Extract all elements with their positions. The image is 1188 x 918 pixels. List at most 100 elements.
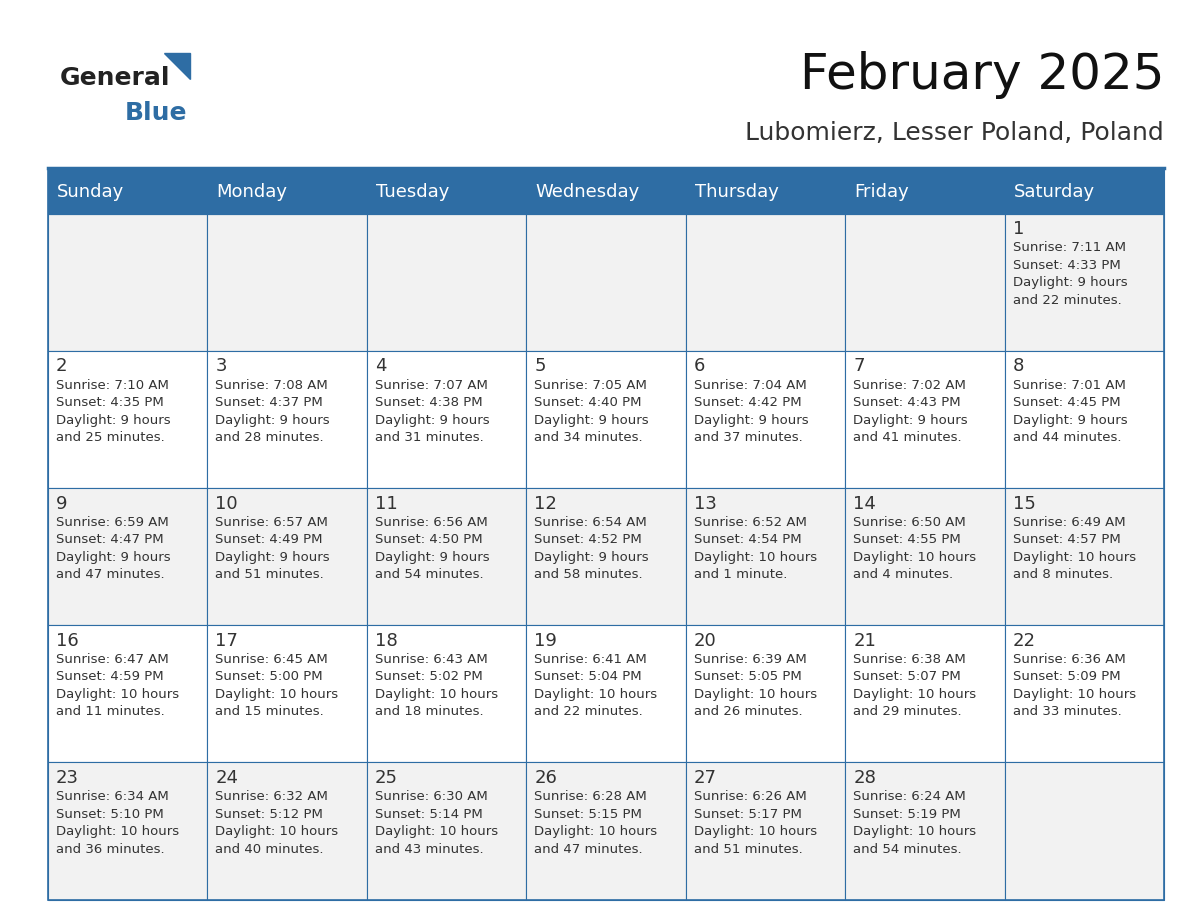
- Text: 14: 14: [853, 495, 877, 512]
- Text: 3: 3: [215, 357, 227, 375]
- Text: 4: 4: [375, 357, 386, 375]
- Bar: [526, 625, 685, 763]
- Bar: [685, 763, 845, 900]
- Text: Sunrise: 6:43 AM
Sunset: 5:02 PM
Daylight: 10 hours
and 18 minutes.: Sunrise: 6:43 AM Sunset: 5:02 PM Dayligh…: [375, 653, 498, 719]
- Bar: [1005, 488, 1164, 625]
- Text: 6: 6: [694, 357, 706, 375]
- Text: Saturday: Saturday: [1015, 183, 1095, 201]
- Bar: [48, 170, 1164, 900]
- Bar: [845, 625, 1005, 763]
- Text: 28: 28: [853, 769, 877, 787]
- Text: Wednesday: Wednesday: [536, 183, 640, 201]
- Text: Thursday: Thursday: [695, 183, 779, 201]
- Text: 13: 13: [694, 495, 716, 512]
- Text: 27: 27: [694, 769, 718, 787]
- Text: 26: 26: [535, 769, 557, 787]
- Bar: [526, 170, 685, 214]
- Text: 8: 8: [1013, 357, 1024, 375]
- Bar: [845, 170, 1005, 214]
- Text: 18: 18: [375, 632, 398, 650]
- Bar: [48, 351, 207, 488]
- Text: Sunrise: 6:56 AM
Sunset: 4:50 PM
Daylight: 9 hours
and 54 minutes.: Sunrise: 6:56 AM Sunset: 4:50 PM Dayligh…: [375, 516, 489, 581]
- Text: Sunrise: 6:39 AM
Sunset: 5:05 PM
Daylight: 10 hours
and 26 minutes.: Sunrise: 6:39 AM Sunset: 5:05 PM Dayligh…: [694, 653, 817, 719]
- Bar: [207, 488, 367, 625]
- Text: February 2025: February 2025: [800, 51, 1164, 99]
- Text: 7: 7: [853, 357, 865, 375]
- Text: Blue: Blue: [125, 101, 188, 125]
- Bar: [1005, 351, 1164, 488]
- Bar: [685, 488, 845, 625]
- Text: Sunrise: 6:45 AM
Sunset: 5:00 PM
Daylight: 10 hours
and 15 minutes.: Sunrise: 6:45 AM Sunset: 5:00 PM Dayligh…: [215, 653, 339, 719]
- Bar: [1005, 170, 1164, 214]
- Bar: [367, 170, 526, 214]
- Bar: [845, 214, 1005, 351]
- Text: Sunrise: 6:30 AM
Sunset: 5:14 PM
Daylight: 10 hours
and 43 minutes.: Sunrise: 6:30 AM Sunset: 5:14 PM Dayligh…: [375, 790, 498, 856]
- Bar: [367, 488, 526, 625]
- Text: 22: 22: [1013, 632, 1036, 650]
- Text: 11: 11: [375, 495, 398, 512]
- Text: 10: 10: [215, 495, 238, 512]
- Text: 21: 21: [853, 632, 877, 650]
- Polygon shape: [164, 53, 190, 80]
- Bar: [367, 763, 526, 900]
- Text: Sunday: Sunday: [57, 183, 125, 201]
- Text: Sunrise: 6:50 AM
Sunset: 4:55 PM
Daylight: 10 hours
and 4 minutes.: Sunrise: 6:50 AM Sunset: 4:55 PM Dayligh…: [853, 516, 977, 581]
- Text: Sunrise: 7:07 AM
Sunset: 4:38 PM
Daylight: 9 hours
and 31 minutes.: Sunrise: 7:07 AM Sunset: 4:38 PM Dayligh…: [375, 378, 489, 444]
- Text: Sunrise: 6:52 AM
Sunset: 4:54 PM
Daylight: 10 hours
and 1 minute.: Sunrise: 6:52 AM Sunset: 4:54 PM Dayligh…: [694, 516, 817, 581]
- Text: 5: 5: [535, 357, 546, 375]
- Text: Sunrise: 6:38 AM
Sunset: 5:07 PM
Daylight: 10 hours
and 29 minutes.: Sunrise: 6:38 AM Sunset: 5:07 PM Dayligh…: [853, 653, 977, 719]
- Text: Sunrise: 7:02 AM
Sunset: 4:43 PM
Daylight: 9 hours
and 41 minutes.: Sunrise: 7:02 AM Sunset: 4:43 PM Dayligh…: [853, 378, 968, 444]
- Bar: [207, 170, 367, 214]
- Bar: [526, 214, 685, 351]
- Bar: [367, 351, 526, 488]
- Bar: [207, 214, 367, 351]
- Bar: [685, 214, 845, 351]
- Text: Sunrise: 6:41 AM
Sunset: 5:04 PM
Daylight: 10 hours
and 22 minutes.: Sunrise: 6:41 AM Sunset: 5:04 PM Dayligh…: [535, 653, 657, 719]
- Text: Sunrise: 6:47 AM
Sunset: 4:59 PM
Daylight: 10 hours
and 11 minutes.: Sunrise: 6:47 AM Sunset: 4:59 PM Dayligh…: [56, 653, 179, 719]
- Text: Sunrise: 7:10 AM
Sunset: 4:35 PM
Daylight: 9 hours
and 25 minutes.: Sunrise: 7:10 AM Sunset: 4:35 PM Dayligh…: [56, 378, 170, 444]
- Bar: [1005, 763, 1164, 900]
- Text: 25: 25: [375, 769, 398, 787]
- Bar: [685, 170, 845, 214]
- Bar: [48, 170, 207, 214]
- Text: 9: 9: [56, 495, 68, 512]
- Text: Monday: Monday: [216, 183, 287, 201]
- Bar: [48, 625, 207, 763]
- Text: Sunrise: 7:04 AM
Sunset: 4:42 PM
Daylight: 9 hours
and 37 minutes.: Sunrise: 7:04 AM Sunset: 4:42 PM Dayligh…: [694, 378, 809, 444]
- Text: 15: 15: [1013, 495, 1036, 512]
- Text: Friday: Friday: [854, 183, 910, 201]
- Text: Lubomierz, Lesser Poland, Poland: Lubomierz, Lesser Poland, Poland: [746, 121, 1164, 145]
- Text: Sunrise: 6:54 AM
Sunset: 4:52 PM
Daylight: 9 hours
and 58 minutes.: Sunrise: 6:54 AM Sunset: 4:52 PM Dayligh…: [535, 516, 649, 581]
- Bar: [48, 214, 207, 351]
- Bar: [845, 488, 1005, 625]
- Bar: [207, 625, 367, 763]
- Bar: [367, 214, 526, 351]
- Text: Sunrise: 6:36 AM
Sunset: 5:09 PM
Daylight: 10 hours
and 33 minutes.: Sunrise: 6:36 AM Sunset: 5:09 PM Dayligh…: [1013, 653, 1136, 719]
- Text: General: General: [59, 66, 170, 90]
- Text: 2: 2: [56, 357, 68, 375]
- Bar: [845, 763, 1005, 900]
- Bar: [1005, 214, 1164, 351]
- Text: 16: 16: [56, 632, 78, 650]
- Text: Sunrise: 6:24 AM
Sunset: 5:19 PM
Daylight: 10 hours
and 54 minutes.: Sunrise: 6:24 AM Sunset: 5:19 PM Dayligh…: [853, 790, 977, 856]
- Text: Sunrise: 6:34 AM
Sunset: 5:10 PM
Daylight: 10 hours
and 36 minutes.: Sunrise: 6:34 AM Sunset: 5:10 PM Dayligh…: [56, 790, 179, 856]
- Text: Sunrise: 6:26 AM
Sunset: 5:17 PM
Daylight: 10 hours
and 51 minutes.: Sunrise: 6:26 AM Sunset: 5:17 PM Dayligh…: [694, 790, 817, 856]
- Bar: [207, 351, 367, 488]
- Text: 23: 23: [56, 769, 78, 787]
- Text: Sunrise: 7:08 AM
Sunset: 4:37 PM
Daylight: 9 hours
and 28 minutes.: Sunrise: 7:08 AM Sunset: 4:37 PM Dayligh…: [215, 378, 330, 444]
- Text: Sunrise: 6:59 AM
Sunset: 4:47 PM
Daylight: 9 hours
and 47 minutes.: Sunrise: 6:59 AM Sunset: 4:47 PM Dayligh…: [56, 516, 170, 581]
- Text: Sunrise: 6:32 AM
Sunset: 5:12 PM
Daylight: 10 hours
and 40 minutes.: Sunrise: 6:32 AM Sunset: 5:12 PM Dayligh…: [215, 790, 339, 856]
- Text: 12: 12: [535, 495, 557, 512]
- Text: Sunrise: 6:57 AM
Sunset: 4:49 PM
Daylight: 9 hours
and 51 minutes.: Sunrise: 6:57 AM Sunset: 4:49 PM Dayligh…: [215, 516, 330, 581]
- Text: Sunrise: 7:05 AM
Sunset: 4:40 PM
Daylight: 9 hours
and 34 minutes.: Sunrise: 7:05 AM Sunset: 4:40 PM Dayligh…: [535, 378, 649, 444]
- Text: Sunrise: 7:01 AM
Sunset: 4:45 PM
Daylight: 9 hours
and 44 minutes.: Sunrise: 7:01 AM Sunset: 4:45 PM Dayligh…: [1013, 378, 1127, 444]
- Text: 20: 20: [694, 632, 716, 650]
- Bar: [207, 763, 367, 900]
- Bar: [367, 625, 526, 763]
- Text: Sunrise: 7:11 AM
Sunset: 4:33 PM
Daylight: 9 hours
and 22 minutes.: Sunrise: 7:11 AM Sunset: 4:33 PM Dayligh…: [1013, 241, 1127, 307]
- Bar: [685, 625, 845, 763]
- Bar: [845, 351, 1005, 488]
- Bar: [526, 351, 685, 488]
- Text: Sunrise: 6:49 AM
Sunset: 4:57 PM
Daylight: 10 hours
and 8 minutes.: Sunrise: 6:49 AM Sunset: 4:57 PM Dayligh…: [1013, 516, 1136, 581]
- Bar: [526, 488, 685, 625]
